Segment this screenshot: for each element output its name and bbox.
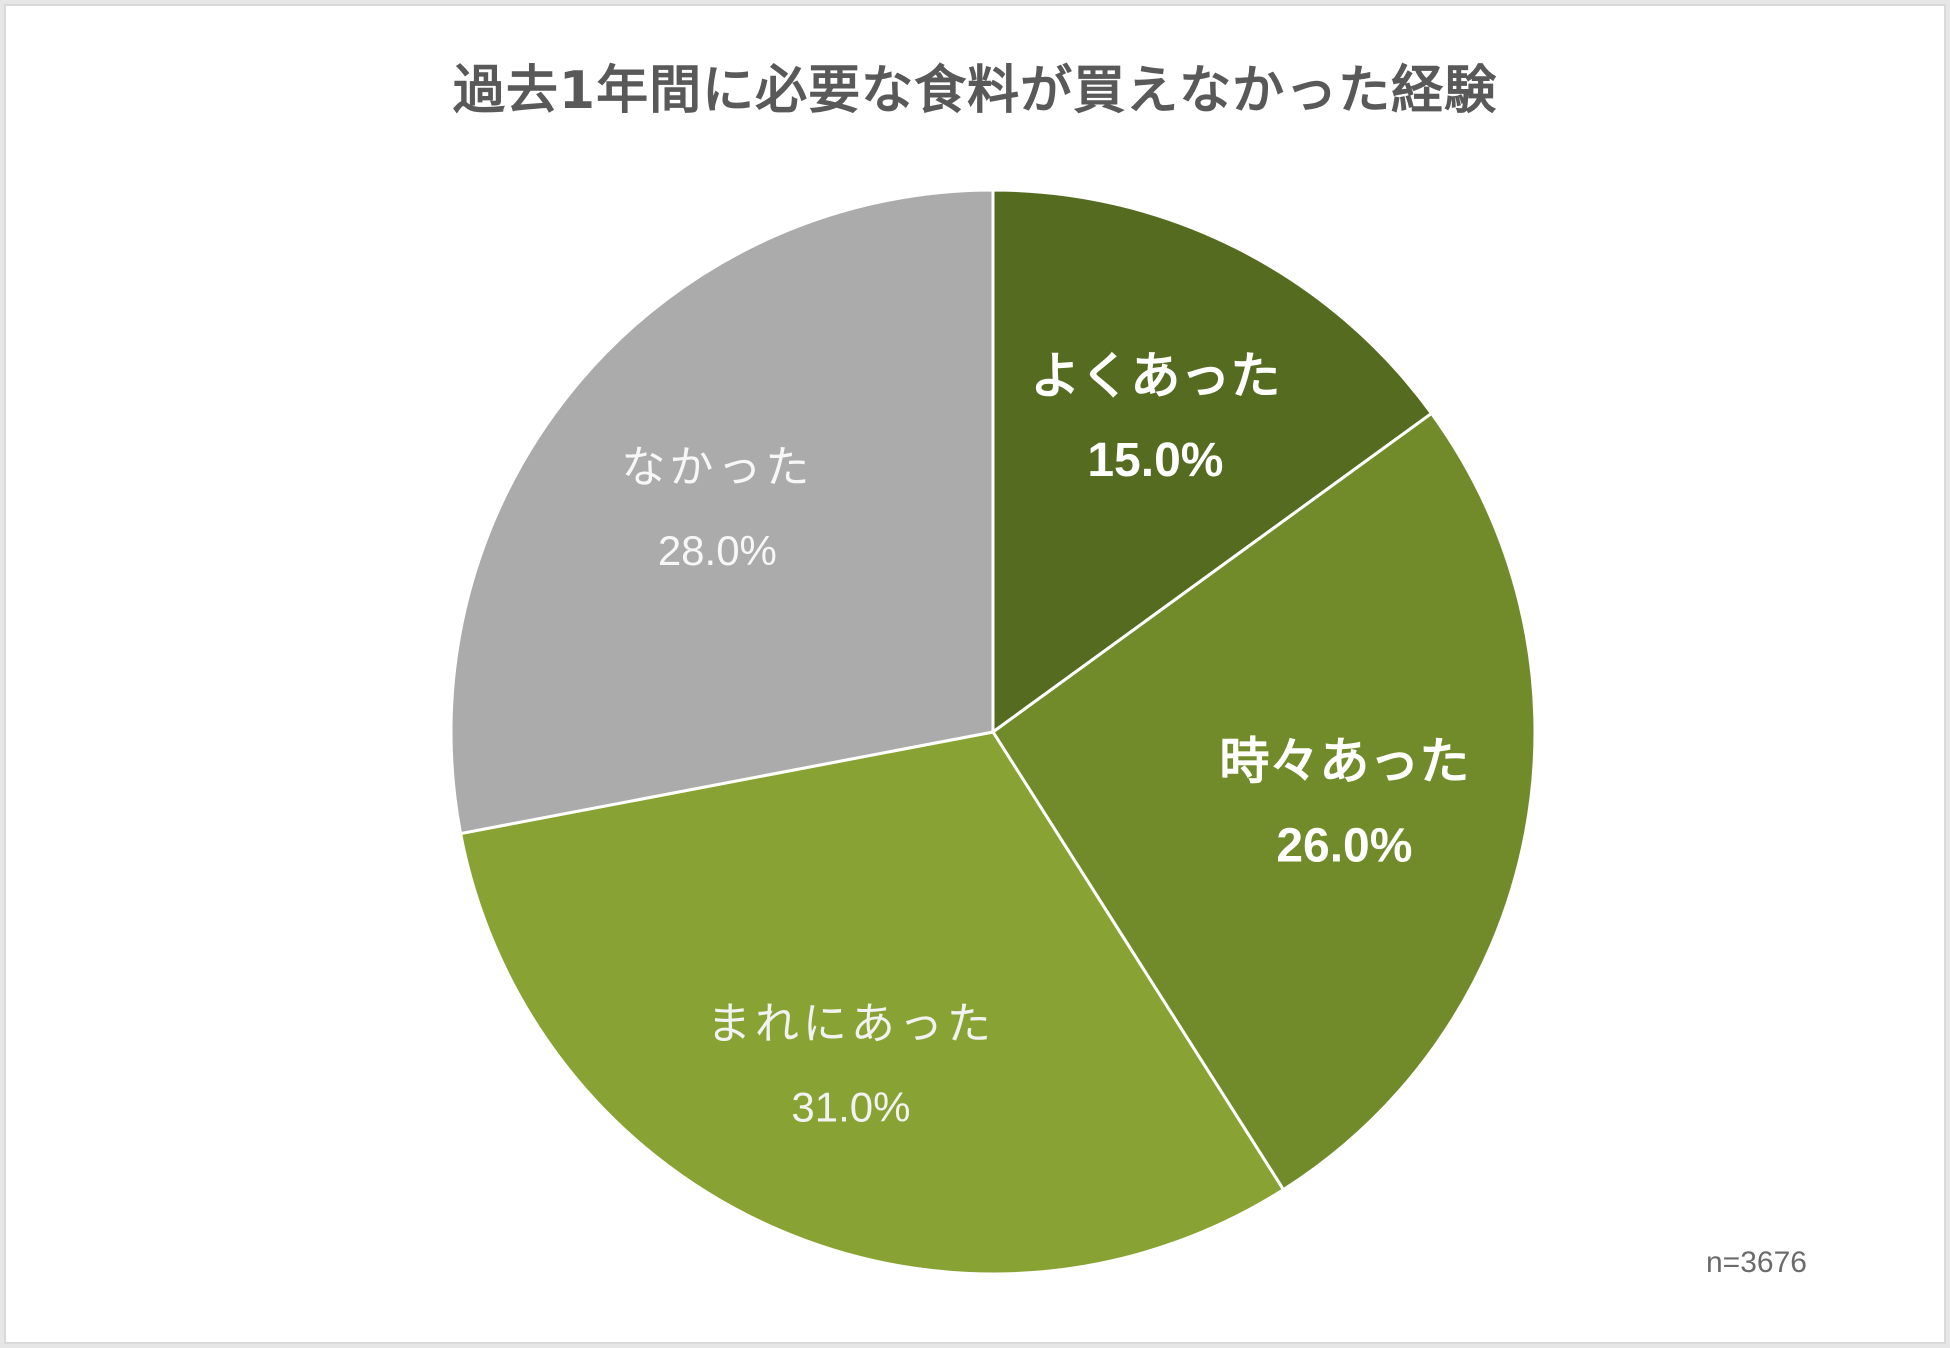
pie-slice-3 [459,730,1285,1276]
slice-category-label-2: 時々あった [1219,733,1469,791]
slice-category-label-4: なかった [621,442,813,493]
slice-value-label-1: 15.0% [1087,434,1223,487]
pie-slices [449,188,1537,1276]
slice-value-label-4: 28.0% [658,527,777,574]
slice-category-label-1: よくあった [1030,347,1280,405]
pie-slice-2 [991,411,1537,1192]
pie-labels: よくあった 15.0% 時々あった 26.0% まれにあった 31.0% なかった 28.0% [621,347,1469,1131]
pie-slice-4 [449,188,995,836]
chart-title: 過去1年間に必要な食料が買えなかった経験 [452,61,1498,121]
pie-slice-1 [991,188,1433,734]
slice-value-label-2: 26.0% [1276,820,1412,873]
slice-category-label-3: まれにあった [707,998,995,1049]
sample-size-note: n=3676 [1706,1246,1807,1279]
slice-value-label-3: 31.0% [791,1083,910,1130]
